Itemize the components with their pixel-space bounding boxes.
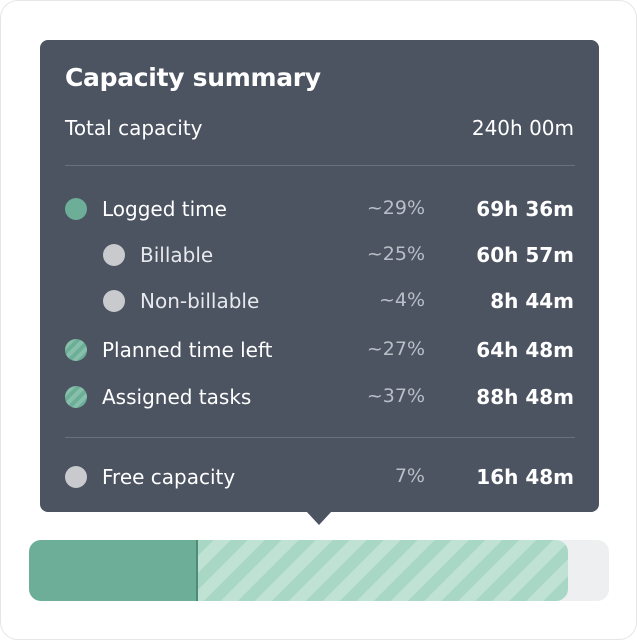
row-planned-time-left: Planned time left ~27% 64h 48m (40, 335, 599, 365)
capacity-bar[interactable] (29, 540, 609, 601)
row-percent: ~27% (366, 338, 425, 360)
row-time: 8h 44m (490, 289, 574, 313)
row-assigned-tasks: Assigned tasks ~37% 88h 48m (40, 382, 599, 412)
row-time: 64h 48m (476, 338, 574, 362)
logged-time-segment[interactable] (29, 540, 197, 601)
billable-dot-icon (103, 244, 125, 266)
row-percent: 7% (394, 465, 425, 487)
row-time: 60h 57m (476, 243, 574, 267)
non-billable-dot-icon (103, 290, 125, 312)
row-logged-time: Logged time ~29% 69h 36m (40, 194, 599, 224)
row-time: 88h 48m (476, 385, 574, 409)
row-percent: ~29% (366, 197, 425, 219)
total-capacity-value: 240h 00m (471, 116, 574, 140)
row-label: Logged time (102, 197, 227, 221)
row-time: 16h 48m (476, 465, 574, 489)
row-free-capacity: Free capacity 7% 16h 48m (40, 462, 599, 492)
row-percent: ~37% (366, 385, 425, 407)
tooltip-title: Capacity summary (65, 63, 321, 92)
row-billable: Billable ~25% 60h 57m (40, 240, 599, 270)
row-time: 69h 36m (476, 197, 574, 221)
planned-time-dot-icon (65, 339, 87, 361)
row-percent: ~25% (366, 243, 425, 265)
row-label: Assigned tasks (102, 385, 252, 409)
planned-time-segment[interactable] (197, 540, 568, 601)
capacity-summary-tooltip: Capacity summary Total capacity 240h 00m… (40, 40, 599, 512)
row-label: Billable (140, 243, 214, 267)
row-label: Planned time left (102, 338, 273, 362)
row-label: Non-billable (140, 289, 260, 313)
divider-top (65, 165, 575, 166)
segment-separator (196, 540, 198, 601)
tooltip-arrow (306, 511, 332, 525)
row-percent: ~4% (378, 289, 425, 311)
total-capacity-label: Total capacity (65, 116, 203, 140)
free-capacity-dot-icon (65, 466, 87, 488)
divider-bottom (65, 437, 575, 438)
row-label: Free capacity (102, 465, 236, 489)
assigned-tasks-dot-icon (65, 386, 87, 408)
logged-time-dot-icon (65, 198, 87, 220)
row-non-billable: Non-billable ~4% 8h 44m (40, 286, 599, 316)
